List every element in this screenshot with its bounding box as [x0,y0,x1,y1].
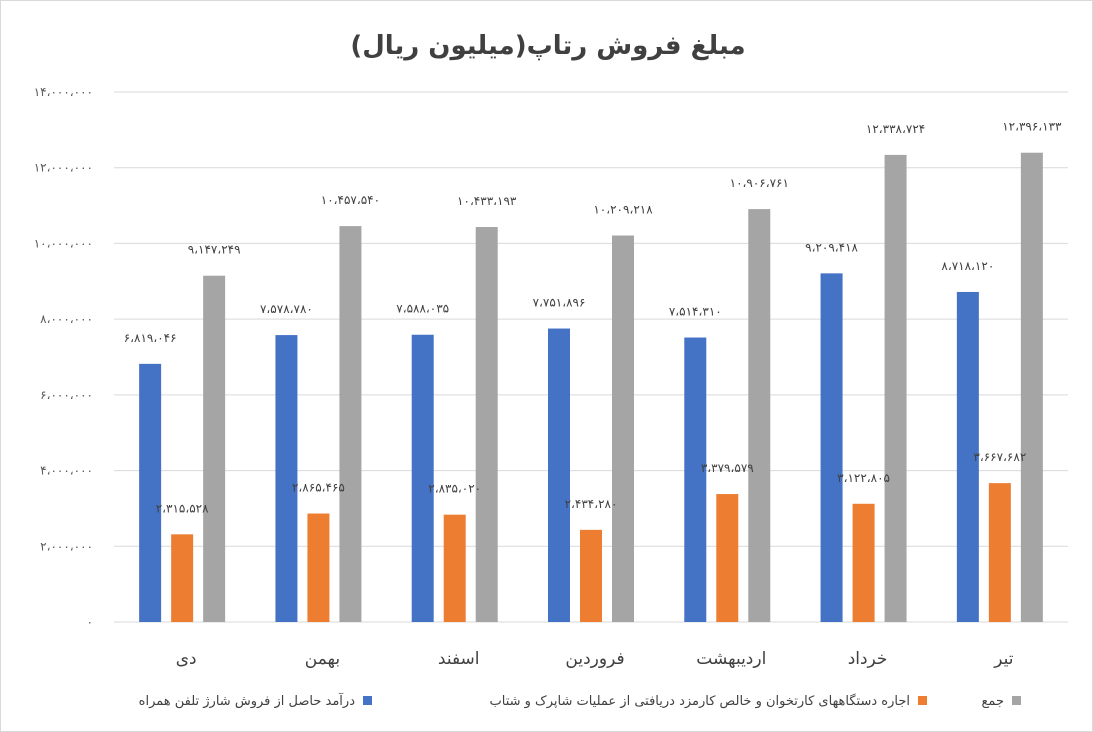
data-label: ۲،۸۶۵،۴۶۵ [292,481,345,495]
y-tick-label: ۰ [87,615,93,629]
category-label: دی [176,649,197,669]
bar-series-2 [748,209,771,622]
bar-series-2 [339,226,362,622]
data-label: ۲،۸۳۵،۰۲۰ [428,482,481,496]
data-label: ۷،۵۸۸،۰۳۵ [396,302,449,316]
category-label: خرداد [848,649,888,669]
data-label: ۹،۲۰۹،۴۱۸ [805,240,858,254]
data-label: ۱۰،۴۳۳،۱۹۳ [457,194,517,208]
bar-series-1 [988,483,1011,622]
legend-swatch [1012,696,1021,705]
bar-series-1 [580,529,602,622]
data-label: ۱۰،۹۰۶،۷۶۱ [730,176,789,190]
bar-series-1 [307,513,330,622]
data-label: ۳،۳۷۹،۵۷۹ [701,461,754,475]
bar-series-0 [820,273,843,622]
legend-label: جمع [982,694,1004,709]
data-label: ۲،۴۳۴،۲۸۰ [565,497,618,511]
data-labels: ۶،۸۱۹،۰۴۶ ۲،۳۱۵،۵۲۸ ۹،۱۴۷،۲۴۹ ۷،۵۷۸،۷۸۰ ۲،۸۶… [124,120,1062,516]
bar-series-1 [171,534,194,622]
data-label: ۳،۶۶۷،۶۸۲ [973,450,1026,464]
data-label: ۱۰،۴۵۷،۵۴۰ [321,193,380,207]
data-label: ۷،۵۱۴،۳۱۰ [669,305,722,319]
data-label: ۲،۳۱۵،۵۲۸ [156,501,209,515]
y-axis-ticks: ۰ ۲،۰۰۰،۰۰۰ ۴،۰۰۰،۰۰۰ ۶،۰۰۰،۰۰۰ ۸،۰۰۰،۰۰۰ ۱۰،… [34,85,93,629]
bar-series-2 [475,227,498,623]
bars [139,152,1043,623]
category-label: بهمن [305,649,340,669]
data-label: ۸،۷۱۸،۱۲۰ [941,259,994,273]
y-tick-label: ۴،۰۰۰،۰۰۰ [40,464,93,478]
category-label: اردیبهشت [696,649,766,669]
data-label: ۳،۱۲۲،۸۰۵ [837,471,890,485]
data-label: ۹،۱۴۷،۲۴۹ [188,243,241,257]
legend-label: اجاره دستگاههای کارتخوان و خالص کارمزد د… [490,693,911,709]
category-label: فروردین [565,649,624,669]
data-label: ۱۲،۳۹۶،۱۳۳ [1002,120,1062,134]
bar-series-1 [443,514,466,622]
data-label: ۱۲،۳۳۸،۷۲۴ [866,122,925,136]
x-axis-categories: دی بهمن اسفند فروردین اردیبهشت خرداد تیر [176,649,1014,669]
bar-series-0 [684,337,707,622]
bar-series-2 [884,154,907,622]
bar-series-0 [139,363,162,622]
bar-series-1 [852,503,875,622]
data-label: ۱۰،۲۰۹،۲۱۸ [593,203,653,217]
y-tick-label: ۱۰،۰۰۰،۰۰۰ [34,236,93,250]
data-label: ۶،۸۱۹،۰۴۶ [124,331,177,345]
bar-series-0 [956,291,979,622]
y-tick-label: ۱۴،۰۰۰،۰۰۰ [34,85,93,99]
category-label: اسفند [438,649,480,669]
y-tick-label: ۶،۰۰۰،۰۰۰ [40,388,93,402]
data-label: ۷،۷۵۱،۸۹۶ [533,296,586,310]
bar-series-1 [716,494,739,622]
data-label: ۷،۵۷۸،۷۸۰ [260,302,313,316]
bar-series-2 [612,235,634,622]
legend-swatch [363,696,372,705]
bar-series-2 [1020,152,1043,622]
gridlines [114,91,1068,623]
bar-series-0 [411,334,434,622]
legend-swatch [918,696,927,705]
legend-label: درآمد حاصل از فروش شارژ تلفن همراه [139,692,356,709]
bar-series-0 [548,328,570,622]
category-label: تیر [993,649,1014,669]
y-tick-label: ۲،۰۰۰،۰۰۰ [40,539,93,553]
y-tick-label: ۱۲،۰۰۰،۰۰۰ [34,161,93,175]
chart-title: مبلغ فروش رتاپ(میلیون ریال) [350,31,745,61]
y-tick-label: ۸،۰۰۰،۰۰۰ [40,312,93,326]
bar-series-0 [275,335,298,622]
legend: درآمد حاصل از فروش شارژ تلفن همراه اجاره … [139,692,1021,709]
bar-series-2 [203,275,226,622]
